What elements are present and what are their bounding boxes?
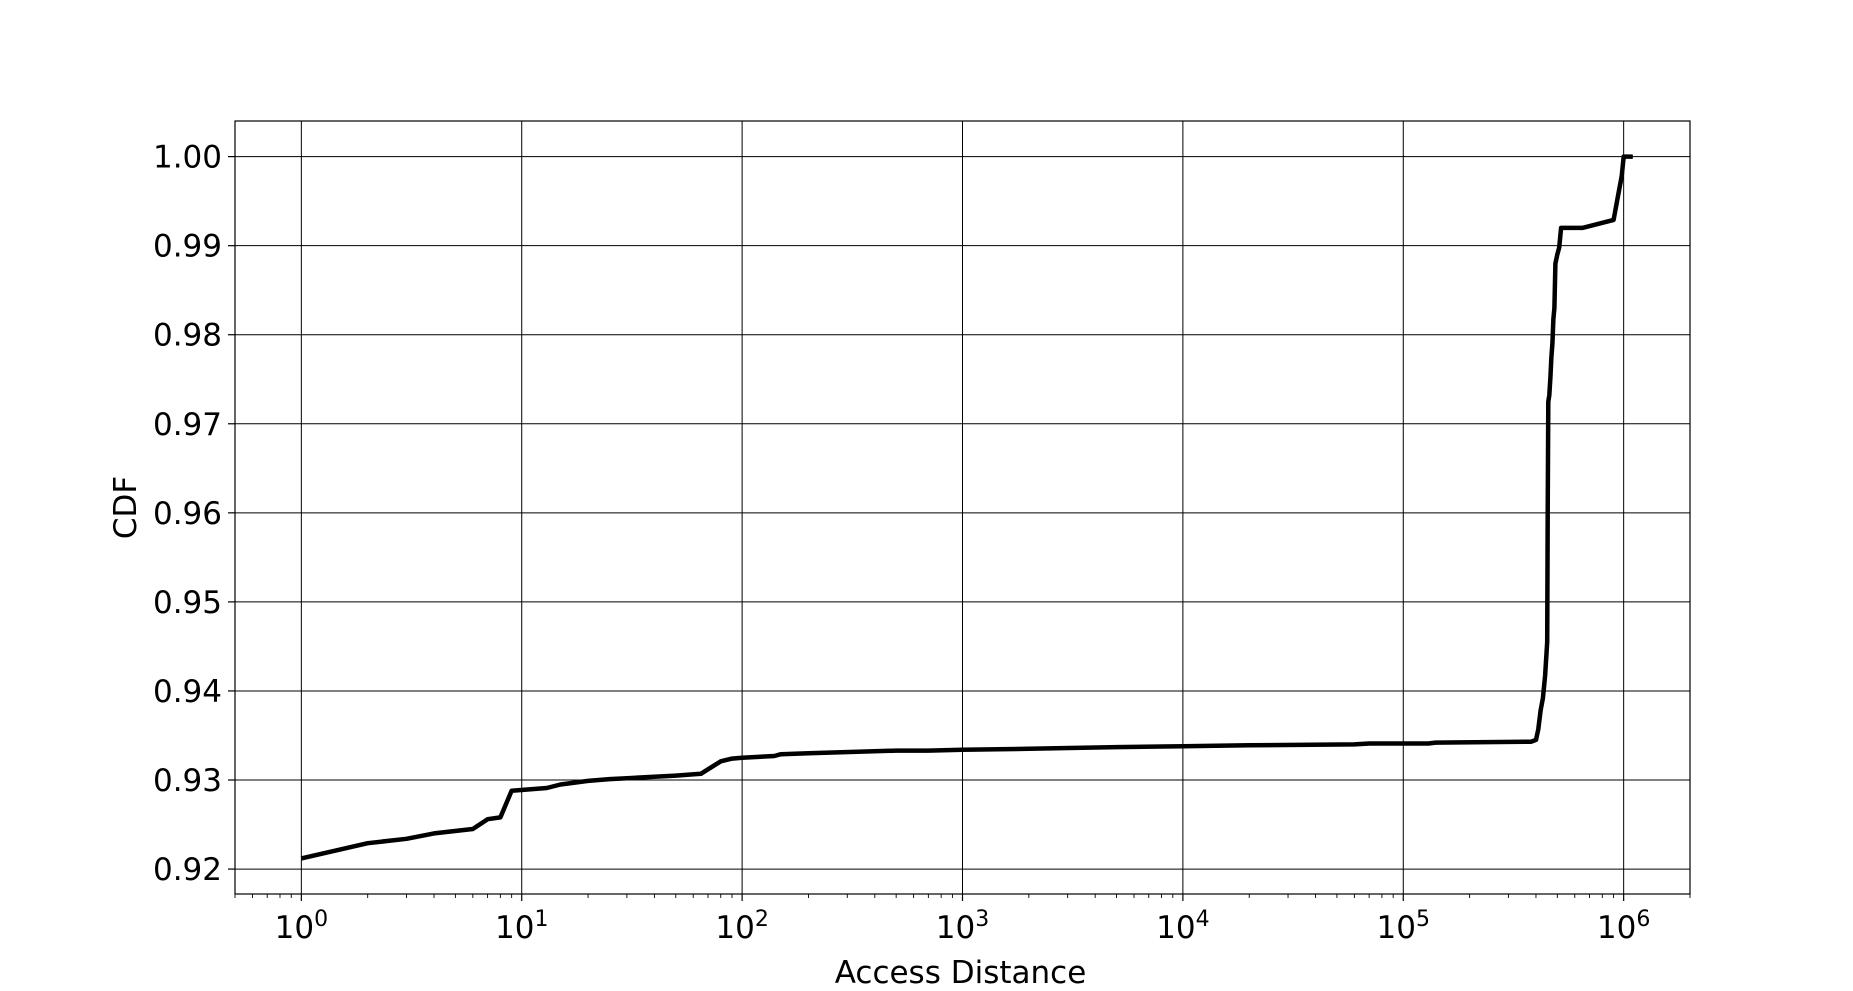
x-tick-labels: 100 101 102 103 104 105 106: [275, 907, 1651, 946]
y-tick-label: 1.00: [153, 140, 222, 176]
x-tick-label: 100: [275, 907, 328, 946]
y-tick-label: 0.99: [153, 229, 222, 265]
plot-frame: [234, 120, 1691, 895]
y-tick-labels: 0.92 0.93 0.94 0.95 0.96 0.97 0.98 0.99 1.00: [153, 140, 222, 888]
minor-ticks: [234, 894, 1691, 898]
x-tick-label: 101: [495, 907, 548, 946]
x-tick-label: 103: [936, 907, 989, 946]
x-tick-label: 104: [1156, 907, 1209, 946]
series-layer: [300, 154, 1633, 861]
grid-lines: [235, 121, 1690, 894]
x-tick-label: 105: [1377, 907, 1430, 946]
y-tick-label: 0.96: [153, 496, 222, 532]
cdf-series-line: [300, 154, 1633, 861]
y-tick-label: 0.95: [153, 585, 222, 621]
x-tick-label: 106: [1597, 907, 1650, 946]
y-tick-label: 0.94: [153, 674, 222, 710]
y-tick-label: 0.92: [153, 852, 222, 888]
x-axis-label: Access Distance: [835, 955, 1087, 991]
axis-ticks: [228, 156, 1625, 901]
y-tick-label: 0.97: [153, 407, 222, 443]
y-tick-label: 0.98: [153, 318, 222, 354]
y-axis-label: CDF: [108, 476, 144, 539]
y-tick-label: 0.93: [153, 763, 222, 799]
x-tick-label: 102: [715, 907, 768, 946]
